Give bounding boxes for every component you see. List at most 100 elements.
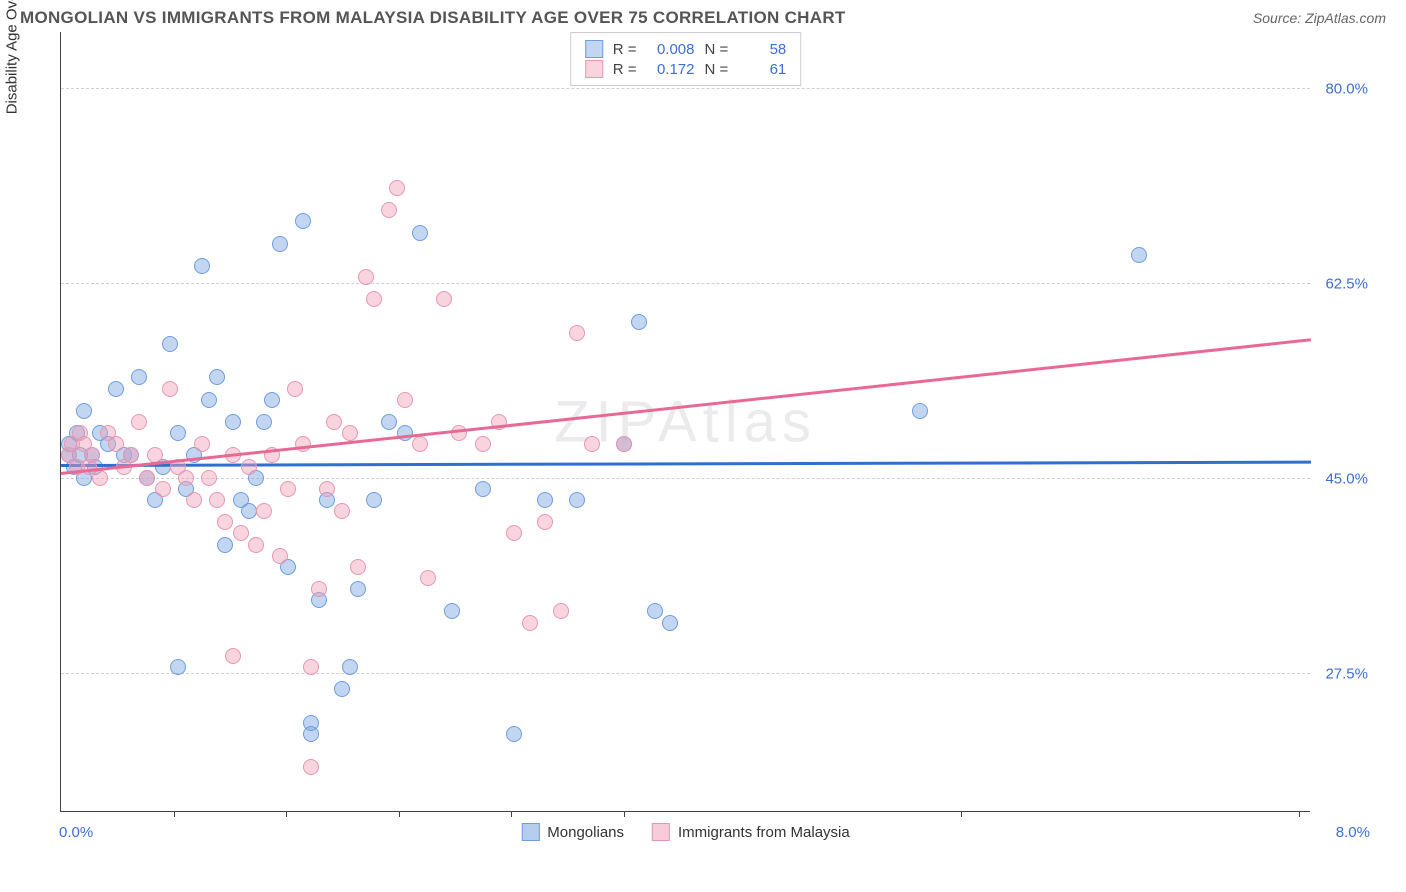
scatter-point-mongolians bbox=[397, 425, 413, 441]
scatter-point-malaysia bbox=[303, 759, 319, 775]
legend-label: Mongolians bbox=[547, 824, 624, 841]
scatter-point-mongolians bbox=[631, 314, 647, 330]
stat-n-value: 58 bbox=[738, 41, 786, 58]
scatter-point-malaysia bbox=[209, 492, 225, 508]
scatter-point-malaysia bbox=[616, 436, 632, 452]
scatter-point-mongolians bbox=[381, 414, 397, 430]
scatter-point-mongolians bbox=[912, 403, 928, 419]
scatter-point-malaysia bbox=[248, 537, 264, 553]
scatter-point-malaysia bbox=[178, 470, 194, 486]
stat-n-label: N = bbox=[705, 61, 729, 78]
x-tick bbox=[399, 811, 400, 817]
scatter-point-mongolians bbox=[506, 726, 522, 742]
legend-item-malaysia: Immigrants from Malaysia bbox=[652, 823, 850, 841]
scatter-point-mongolians bbox=[217, 537, 233, 553]
scatter-point-malaysia bbox=[319, 481, 335, 497]
legend-swatch-icon bbox=[585, 60, 603, 78]
scatter-point-malaysia bbox=[233, 525, 249, 541]
scatter-point-malaysia bbox=[381, 202, 397, 218]
scatter-point-malaysia bbox=[217, 514, 233, 530]
scatter-point-mongolians bbox=[303, 726, 319, 742]
scatter-point-mongolians bbox=[131, 369, 147, 385]
scatter-point-mongolians bbox=[76, 403, 92, 419]
y-tick-label: 62.5% bbox=[1325, 275, 1368, 292]
scatter-point-malaysia bbox=[389, 180, 405, 196]
x-tick bbox=[511, 811, 512, 817]
scatter-point-malaysia bbox=[420, 570, 436, 586]
stat-r-value: 0.008 bbox=[647, 41, 695, 58]
scatter-point-mongolians bbox=[264, 392, 280, 408]
scatter-point-malaysia bbox=[256, 503, 272, 519]
scatter-point-malaysia bbox=[155, 481, 171, 497]
scatter-point-malaysia bbox=[280, 481, 296, 497]
scatter-point-mongolians bbox=[272, 236, 288, 252]
bottom-legend: Mongolians Immigrants from Malaysia bbox=[521, 823, 849, 841]
scatter-point-malaysia bbox=[522, 615, 538, 631]
x-tick bbox=[624, 811, 625, 817]
scatter-point-malaysia bbox=[326, 414, 342, 430]
scatter-point-mongolians bbox=[194, 258, 210, 274]
scatter-point-mongolians bbox=[475, 481, 491, 497]
legend-swatch-icon bbox=[521, 823, 539, 841]
y-axis-label: Disability Age Over 75 bbox=[4, 0, 21, 114]
scatter-point-malaysia bbox=[311, 581, 327, 597]
scatter-point-malaysia bbox=[366, 291, 382, 307]
scatter-point-malaysia bbox=[334, 503, 350, 519]
x-tick bbox=[1299, 811, 1300, 817]
stat-n-value: 61 bbox=[738, 61, 786, 78]
scatter-point-malaysia bbox=[287, 381, 303, 397]
scatter-point-malaysia bbox=[584, 436, 600, 452]
trend-line-malaysia bbox=[61, 338, 1311, 474]
scatter-point-mongolians bbox=[256, 414, 272, 430]
gridline: 27.5% bbox=[61, 673, 1310, 674]
scatter-point-malaysia bbox=[412, 436, 428, 452]
scatter-point-mongolians bbox=[647, 603, 663, 619]
scatter-point-mongolians bbox=[295, 213, 311, 229]
x-tick bbox=[174, 811, 175, 817]
scatter-point-malaysia bbox=[295, 436, 311, 452]
scatter-point-malaysia bbox=[139, 470, 155, 486]
scatter-point-mongolians bbox=[209, 369, 225, 385]
scatter-point-mongolians bbox=[350, 581, 366, 597]
stat-r-value: 0.172 bbox=[647, 61, 695, 78]
scatter-point-mongolians bbox=[662, 615, 678, 631]
scatter-point-mongolians bbox=[225, 414, 241, 430]
scatter-point-malaysia bbox=[303, 659, 319, 675]
scatter-point-mongolians bbox=[162, 336, 178, 352]
stat-r-label: R = bbox=[613, 61, 637, 78]
scatter-point-malaysia bbox=[201, 470, 217, 486]
stats-legend-box: R =0.008N =58R =0.172N =61 bbox=[570, 32, 802, 86]
scatter-point-malaysia bbox=[131, 414, 147, 430]
scatter-point-mongolians bbox=[537, 492, 553, 508]
scatter-point-mongolians bbox=[569, 492, 585, 508]
scatter-point-mongolians bbox=[366, 492, 382, 508]
scatter-point-malaysia bbox=[225, 648, 241, 664]
stat-r-label: R = bbox=[613, 41, 637, 58]
scatter-point-malaysia bbox=[194, 436, 210, 452]
scatter-point-malaysia bbox=[397, 392, 413, 408]
scatter-point-mongolians bbox=[170, 659, 186, 675]
scatter-point-mongolians bbox=[412, 225, 428, 241]
stats-row-mongolians: R =0.008N =58 bbox=[585, 39, 787, 59]
source-label: Source: ZipAtlas.com bbox=[1253, 10, 1386, 26]
scatter-point-malaysia bbox=[241, 459, 257, 475]
scatter-point-malaysia bbox=[350, 559, 366, 575]
y-tick-label: 45.0% bbox=[1325, 470, 1368, 487]
scatter-point-mongolians bbox=[108, 381, 124, 397]
scatter-point-mongolians bbox=[241, 503, 257, 519]
scatter-point-mongolians bbox=[444, 603, 460, 619]
y-tick-label: 80.0% bbox=[1325, 80, 1368, 97]
scatter-point-malaysia bbox=[92, 470, 108, 486]
x-tick bbox=[961, 811, 962, 817]
scatter-point-malaysia bbox=[342, 425, 358, 441]
scatter-point-malaysia bbox=[123, 447, 139, 463]
scatter-point-malaysia bbox=[569, 325, 585, 341]
legend-swatch-icon bbox=[585, 40, 603, 58]
scatter-point-mongolians bbox=[334, 681, 350, 697]
scatter-point-mongolians bbox=[170, 425, 186, 441]
gridline: 80.0% bbox=[61, 88, 1310, 89]
scatter-point-malaysia bbox=[553, 603, 569, 619]
scatter-point-malaysia bbox=[506, 525, 522, 541]
x-axis-min-label: 0.0% bbox=[59, 824, 93, 841]
gridline: 62.5% bbox=[61, 283, 1310, 284]
